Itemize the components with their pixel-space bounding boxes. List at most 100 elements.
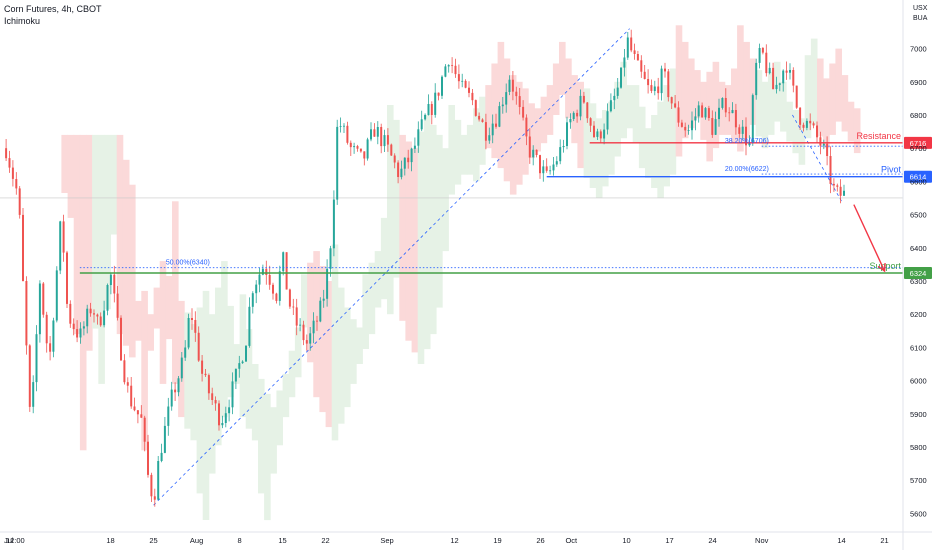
candle-body — [484, 122, 487, 141]
candle-body — [120, 317, 122, 361]
candle-body — [359, 148, 362, 152]
candle-body — [147, 441, 149, 475]
candle-body — [245, 345, 247, 362]
candle-body — [434, 92, 437, 115]
y-tick-label: 5700 — [910, 476, 927, 485]
resistance-badge-bg — [904, 136, 932, 149]
cloud-segment — [399, 134, 406, 321]
cloud-segment — [442, 148, 449, 252]
candle-body — [234, 368, 237, 382]
candle-body — [343, 125, 345, 127]
cloud-segment — [620, 61, 627, 139]
cloud-segment — [595, 118, 603, 198]
candle-body — [403, 157, 406, 169]
candle-body — [789, 70, 791, 73]
x-tick-label: 26 — [536, 536, 544, 545]
cloud-segment — [817, 58, 824, 137]
cloud-segment — [276, 390, 283, 446]
candle-body — [667, 71, 670, 98]
cloud-segment — [491, 63, 498, 159]
candle-body — [680, 122, 683, 127]
candle-body — [366, 139, 369, 159]
candle-body — [322, 298, 325, 301]
candle-body — [8, 158, 11, 168]
candle-body — [444, 66, 447, 77]
x-tick-label: 24 — [708, 536, 716, 545]
cloud-segment — [516, 81, 523, 185]
cloud-segment — [172, 201, 179, 384]
resistance-label: Resistance — [856, 131, 901, 141]
uptrend-line — [153, 28, 630, 506]
candle-body — [79, 328, 82, 338]
cloud-segment — [436, 134, 443, 308]
candle-body — [22, 214, 24, 281]
candle-body — [839, 186, 842, 196]
candle-body — [265, 268, 268, 275]
cloud-segment — [245, 329, 253, 429]
candle-body — [751, 95, 754, 143]
candle-body — [586, 102, 589, 119]
cloud-segment — [270, 407, 277, 474]
candle-body — [201, 360, 204, 374]
candle-body — [272, 284, 274, 294]
cloud-segment — [755, 70, 763, 137]
candle-body — [528, 136, 531, 158]
x-tick-label: Jul — [4, 536, 14, 545]
cloud-segment — [227, 305, 234, 398]
candle-body — [643, 71, 646, 79]
candle-body — [805, 120, 808, 128]
candle-body — [231, 381, 234, 408]
y-tick-label: 5800 — [910, 443, 927, 452]
cloud-segment — [577, 81, 584, 169]
candle-body — [194, 320, 197, 333]
indicator-label[interactable]: Ichimoku — [4, 16, 41, 26]
support-badge: 6324 — [910, 269, 927, 278]
cloud-segment — [847, 101, 855, 142]
candle-body — [89, 308, 92, 314]
cloud-segment — [104, 134, 111, 310]
candle-body — [768, 67, 771, 74]
candle-body — [707, 108, 710, 118]
candle-body — [724, 98, 727, 113]
cloud-segment — [804, 55, 812, 139]
downtrend-line — [792, 114, 842, 202]
candle-body — [299, 324, 302, 326]
candle-body — [93, 313, 95, 315]
candle-body — [309, 333, 312, 344]
cloud-segment — [251, 364, 259, 441]
cloud-segment — [651, 115, 658, 188]
candle-body — [82, 326, 85, 329]
cloud-segment — [749, 58, 756, 125]
cloud-segment — [86, 134, 93, 351]
x-tick-label: Aug — [190, 536, 203, 545]
cloud-segment — [700, 81, 707, 140]
candle-body — [816, 125, 818, 138]
candle-body — [180, 357, 183, 379]
cloud-segment — [110, 134, 118, 235]
cloud-segment — [810, 38, 818, 125]
candle-body — [103, 310, 106, 326]
candle-body — [508, 79, 511, 92]
cloud-segment — [362, 274, 369, 349]
currency-label: USX — [913, 5, 928, 12]
candle-body — [694, 116, 697, 121]
candle-body — [664, 68, 666, 72]
candle-body — [670, 97, 673, 104]
cloud-segment — [798, 118, 806, 165]
candle-body — [501, 104, 504, 107]
cloud-segment — [448, 105, 455, 195]
candle-body — [288, 289, 291, 307]
cloud-segment — [626, 85, 634, 129]
cloud-segment — [638, 106, 646, 169]
candle-body — [609, 100, 612, 112]
y-tick-label: 5600 — [910, 509, 927, 518]
candle-body — [636, 54, 639, 61]
price-axis[interactable]: 5600 5700 5800 5900 6000 6100 6200 6300 6400 6500… — [902, 0, 927, 550]
candle-body — [697, 105, 700, 117]
candle-body — [184, 347, 187, 358]
cloud-segment — [853, 108, 861, 154]
candle-body — [275, 293, 278, 301]
